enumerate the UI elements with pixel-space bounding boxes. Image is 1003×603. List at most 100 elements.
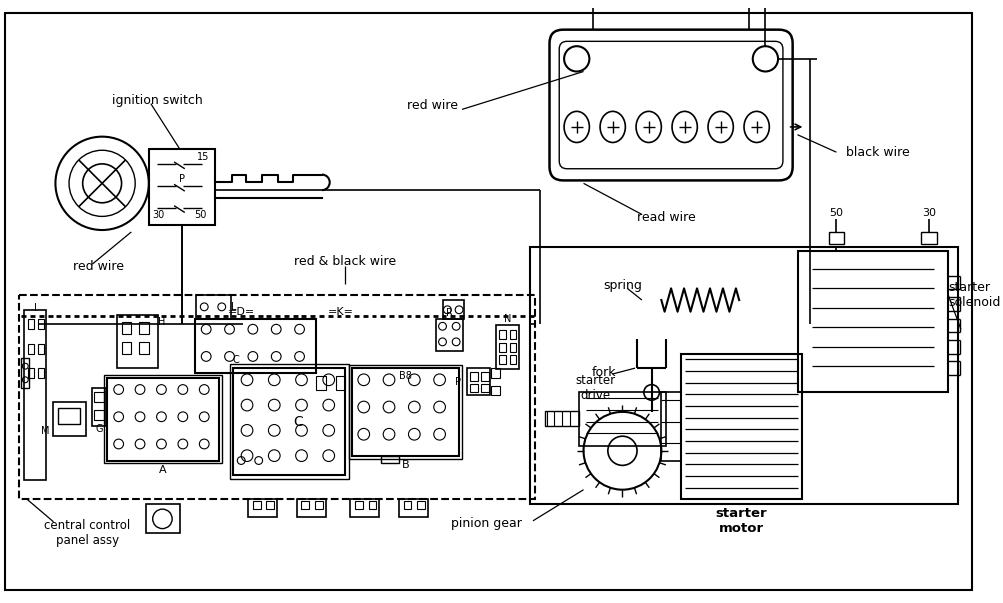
Bar — [827, 232, 844, 244]
Bar — [661, 393, 680, 461]
Bar — [544, 411, 578, 426]
Bar — [510, 330, 516, 339]
Text: pinion gear: pinion gear — [450, 517, 522, 530]
Text: C: C — [233, 355, 240, 365]
Bar — [469, 372, 477, 380]
Bar — [510, 356, 516, 364]
Text: fork: fork — [591, 367, 615, 379]
Bar — [355, 501, 362, 509]
Bar — [469, 384, 477, 393]
Bar — [230, 364, 349, 479]
Bar — [28, 368, 34, 378]
Bar — [352, 368, 458, 456]
Bar — [38, 344, 44, 353]
Text: red wire: red wire — [407, 99, 457, 112]
Text: G: G — [95, 425, 103, 434]
Bar — [498, 356, 506, 364]
Bar — [38, 320, 44, 329]
Bar — [435, 320, 462, 350]
Bar — [19, 295, 535, 499]
Text: 15: 15 — [197, 152, 210, 162]
Text: 30: 30 — [921, 207, 935, 218]
Bar — [417, 501, 424, 509]
Text: P: P — [454, 377, 460, 387]
Text: M: M — [41, 426, 49, 437]
Bar — [121, 323, 131, 334]
Bar — [139, 323, 148, 334]
Text: read wire: read wire — [636, 211, 695, 224]
Bar — [796, 251, 947, 393]
Text: =D=: =D= — [228, 307, 255, 317]
Bar — [248, 499, 277, 517]
Text: 50: 50 — [194, 210, 207, 221]
Bar — [398, 499, 427, 517]
Bar — [195, 320, 316, 373]
Bar — [481, 384, 488, 393]
Bar — [920, 232, 936, 244]
Bar — [266, 501, 274, 509]
Bar — [94, 393, 104, 402]
Bar — [335, 376, 345, 390]
Bar — [316, 376, 326, 390]
Text: red & black wire: red & black wire — [294, 254, 396, 268]
Bar — [368, 501, 376, 509]
Bar — [107, 378, 219, 461]
Bar — [296, 499, 326, 517]
Bar — [349, 365, 461, 458]
Text: red wire: red wire — [73, 259, 123, 273]
Text: N: N — [504, 314, 511, 324]
Text: 50: 50 — [828, 207, 843, 218]
Text: central control
panel assy: central control panel assy — [44, 519, 130, 548]
Bar — [197, 295, 231, 320]
Text: H: H — [157, 317, 164, 327]
Text: I: I — [33, 303, 36, 313]
Bar — [58, 408, 79, 423]
Bar — [530, 247, 957, 504]
Bar — [403, 501, 411, 509]
Bar — [148, 150, 215, 225]
Bar — [28, 320, 34, 329]
Bar — [442, 300, 463, 320]
Text: P: P — [179, 174, 185, 185]
Bar — [21, 358, 29, 388]
Text: black wire: black wire — [846, 146, 909, 159]
Bar — [116, 315, 157, 368]
Bar — [121, 342, 131, 353]
Bar — [104, 375, 222, 464]
Text: C: C — [294, 415, 303, 429]
Bar — [38, 368, 44, 378]
Bar — [28, 344, 34, 353]
Text: =K=: =K= — [327, 307, 353, 317]
Bar — [315, 501, 323, 509]
Text: starter
solenoid: starter solenoid — [947, 281, 1000, 309]
Bar — [139, 342, 148, 353]
Bar — [233, 368, 345, 475]
Bar — [495, 326, 519, 369]
Bar — [498, 330, 506, 339]
Text: ignition switch: ignition switch — [111, 94, 203, 107]
Bar — [381, 456, 398, 464]
Text: starter
motor: starter motor — [714, 507, 766, 535]
Bar — [94, 410, 104, 420]
Bar — [578, 393, 666, 446]
Bar — [350, 499, 379, 517]
Bar — [680, 353, 801, 499]
Bar — [466, 368, 489, 396]
Bar — [498, 343, 506, 352]
Text: B8: B8 — [399, 371, 411, 381]
Bar — [145, 504, 180, 534]
Bar — [481, 372, 488, 380]
Bar — [510, 343, 516, 352]
Bar — [53, 402, 85, 436]
Text: L: L — [231, 302, 236, 312]
Text: R: R — [445, 308, 452, 318]
Bar — [92, 388, 106, 426]
Text: spring: spring — [603, 279, 641, 292]
Bar — [253, 501, 261, 509]
Text: A: A — [158, 466, 166, 475]
Bar — [490, 386, 499, 396]
Bar — [490, 368, 499, 378]
Text: 30: 30 — [152, 210, 164, 221]
Text: starter
drive: starter drive — [575, 374, 615, 402]
Text: B: B — [401, 460, 409, 470]
